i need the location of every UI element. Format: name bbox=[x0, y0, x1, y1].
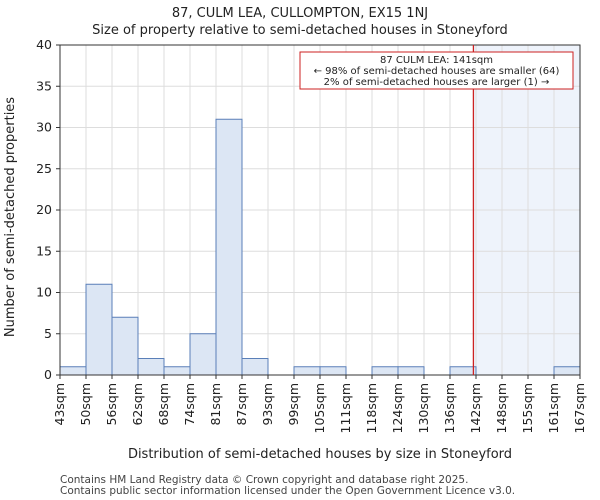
chart-subtitle: Size of property relative to semi-detach… bbox=[92, 23, 508, 38]
bar bbox=[241, 358, 269, 376]
annotation-box bbox=[299, 51, 574, 90]
x-tick-label: 74sqm bbox=[182, 383, 197, 426]
bar bbox=[163, 366, 191, 376]
bar bbox=[59, 366, 87, 376]
x-tick-label: 142sqm bbox=[468, 383, 483, 433]
x-tick-label: 105sqm bbox=[312, 383, 327, 433]
bar bbox=[85, 283, 113, 376]
y-tick-label: 0 bbox=[44, 367, 52, 382]
x-tick-label: 130sqm bbox=[416, 383, 431, 433]
bar bbox=[449, 366, 477, 376]
y-tick-label: 35 bbox=[36, 78, 52, 93]
footer-line-1: Contains HM Land Registry data © Crown c… bbox=[60, 474, 468, 486]
x-tick-label: 118sqm bbox=[364, 383, 379, 433]
y-tick-label: 30 bbox=[36, 120, 52, 135]
bar bbox=[397, 366, 425, 376]
bar bbox=[137, 358, 165, 376]
y-axis-label: Number of semi-detached properties bbox=[3, 97, 18, 337]
x-axis-label: Distribution of semi-detached houses by … bbox=[128, 447, 512, 462]
x-tick-label: 99sqm bbox=[286, 383, 301, 426]
x-tick-label: 87sqm bbox=[234, 383, 249, 426]
x-tick-label: 124sqm bbox=[390, 383, 405, 433]
bar bbox=[215, 118, 243, 376]
x-tick-label: 62sqm bbox=[130, 383, 145, 426]
x-tick-label: 148sqm bbox=[494, 383, 509, 433]
bar bbox=[371, 366, 399, 376]
y-tick-label: 10 bbox=[36, 285, 52, 300]
x-tick-label: 50sqm bbox=[78, 383, 93, 426]
x-tick-label: 43sqm bbox=[52, 383, 67, 426]
annotation-line2: ← 98% of semi-detached houses are smalle… bbox=[314, 66, 560, 77]
footer-line-2: Contains public sector information licen… bbox=[60, 485, 515, 497]
plot-area: 0 5 10 15 20 25 30 35 40 43sqm 50sqm 56sqm 62sqm 68sq… bbox=[36, 37, 587, 433]
bar bbox=[319, 366, 347, 376]
y-tick-label: 15 bbox=[36, 243, 52, 258]
x-tick-label: 155sqm bbox=[520, 383, 535, 433]
bar bbox=[293, 366, 321, 376]
x-tick-label: 68sqm bbox=[156, 383, 171, 426]
y-tick-label: 20 bbox=[36, 202, 52, 217]
y-tick-label: 40 bbox=[36, 37, 52, 52]
annotation-line1: 87 CULM LEA: 141sqm bbox=[380, 55, 493, 66]
x-tick-label: 136sqm bbox=[442, 383, 457, 433]
x-tick-label: 56sqm bbox=[104, 383, 119, 426]
chart-title: 87, CULM LEA, CULLOMPTON, EX15 1NJ bbox=[172, 6, 428, 21]
x-tick-label: 111sqm bbox=[338, 383, 353, 433]
x-tick-label: 93sqm bbox=[260, 383, 275, 426]
x-tick-label: 161sqm bbox=[546, 383, 561, 433]
bar bbox=[189, 333, 217, 376]
y-tick-label: 25 bbox=[36, 161, 52, 176]
y-tick-label: 5 bbox=[44, 326, 52, 341]
bar bbox=[553, 366, 581, 376]
bar bbox=[111, 316, 139, 376]
x-tick-label: 167sqm bbox=[572, 383, 587, 433]
x-tick-label: 81sqm bbox=[208, 383, 223, 426]
annotation-line3: 2% of semi-detached houses are larger (1… bbox=[324, 77, 550, 88]
